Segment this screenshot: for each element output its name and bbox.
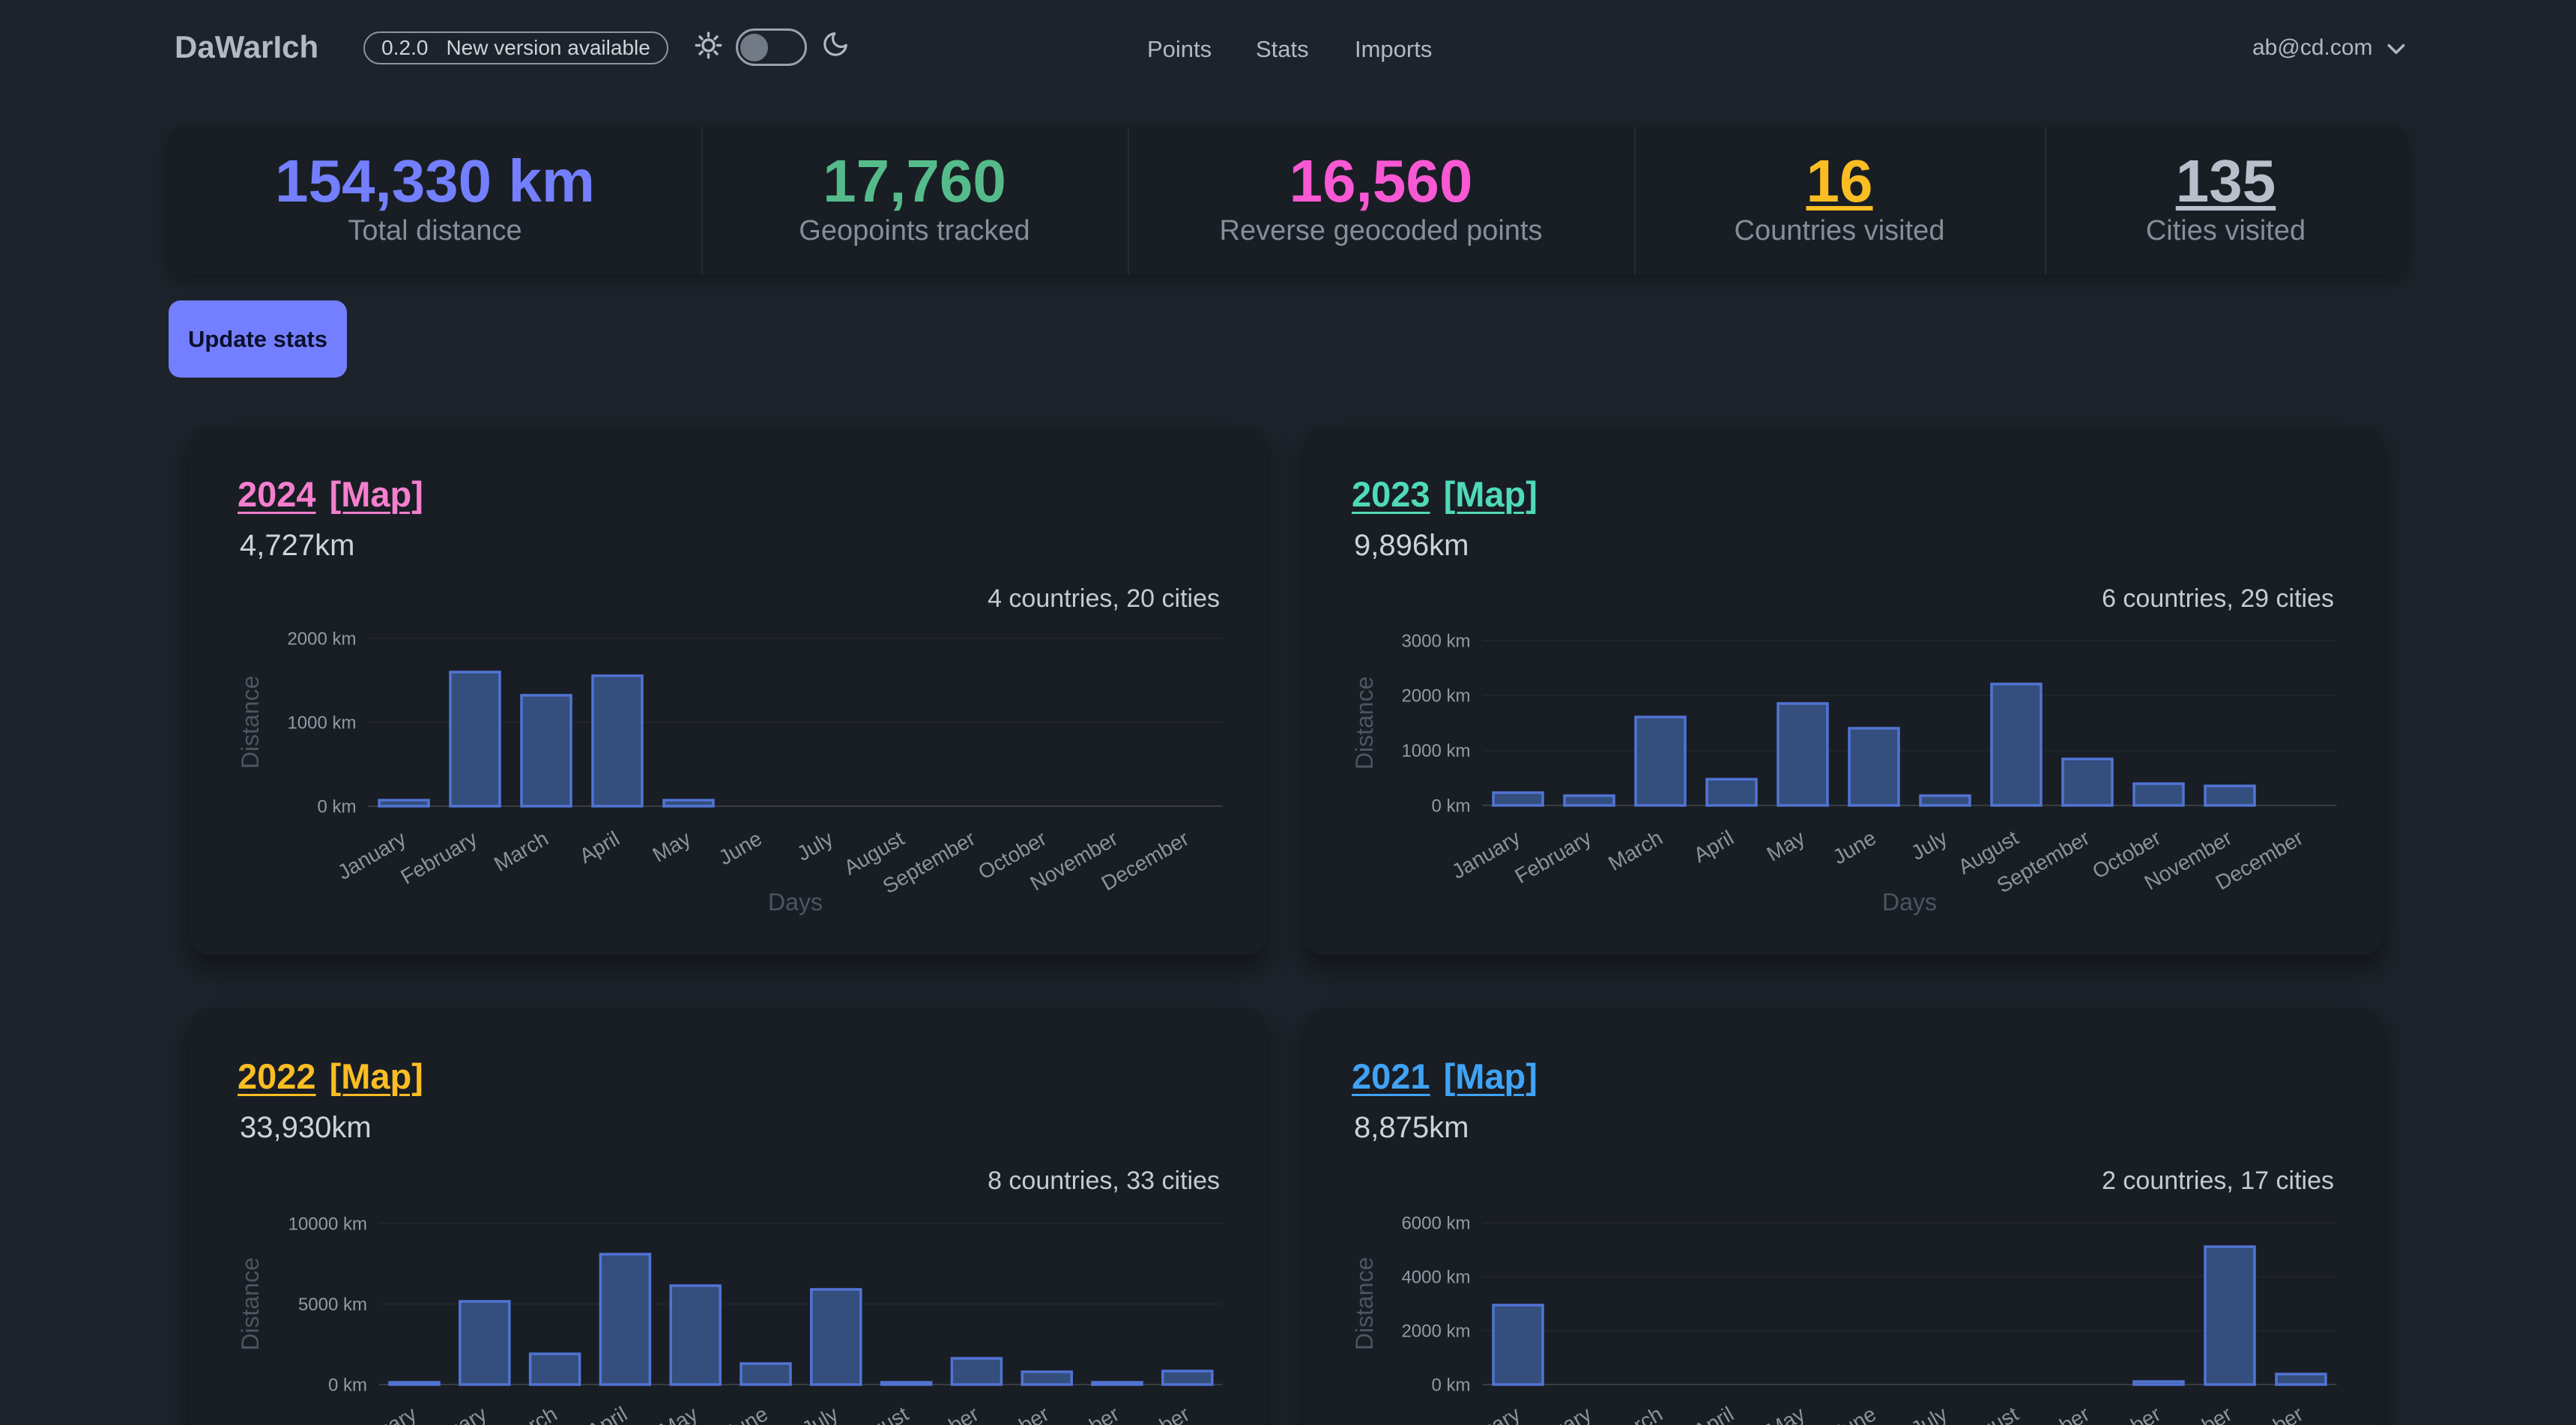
- svg-text:March: March: [1604, 826, 1666, 875]
- svg-text:June: June: [1829, 1402, 1880, 1425]
- svg-text:April: April: [575, 826, 623, 868]
- svg-text:4000 km: 4000 km: [1401, 1267, 1470, 1287]
- svg-text:March: March: [499, 1402, 561, 1425]
- svg-text:Days: Days: [1882, 889, 1937, 916]
- svg-text:Days: Days: [768, 889, 823, 916]
- svg-text:June: June: [1829, 826, 1880, 868]
- svg-text:2000 km: 2000 km: [287, 629, 356, 649]
- svg-text:0 km: 0 km: [328, 1375, 367, 1395]
- svg-text:April: April: [1690, 1402, 1738, 1425]
- svg-text:10000 km: 10000 km: [288, 1214, 367, 1234]
- svg-text:March: March: [490, 826, 552, 876]
- svg-text:January: January: [344, 1402, 420, 1425]
- svg-text:August: August: [1954, 1402, 2022, 1425]
- svg-text:5000 km: 5000 km: [298, 1295, 367, 1315]
- svg-text:May: May: [1763, 826, 1809, 865]
- svg-text:3000 km: 3000 km: [1401, 631, 1470, 651]
- svg-text:May: May: [1763, 1402, 1809, 1425]
- svg-text:Distance: Distance: [1351, 677, 1378, 770]
- svg-text:1000 km: 1000 km: [1401, 741, 1470, 761]
- svg-text:July: July: [1907, 1402, 1951, 1425]
- svg-text:October: October: [976, 1402, 1053, 1425]
- svg-text:July: July: [798, 1402, 842, 1425]
- svg-text:April: April: [1690, 826, 1738, 867]
- svg-text:2000 km: 2000 km: [1401, 686, 1470, 707]
- svg-text:January: January: [1448, 826, 1524, 883]
- svg-text:August: August: [844, 1402, 913, 1425]
- svg-text:May: May: [656, 1402, 701, 1425]
- svg-text:Distance: Distance: [237, 676, 264, 769]
- svg-text:0 km: 0 km: [1431, 1375, 1470, 1395]
- svg-text:2000 km: 2000 km: [1401, 1321, 1470, 1341]
- svg-text:0 km: 0 km: [1431, 796, 1470, 816]
- svg-text:6000 km: 6000 km: [1401, 1213, 1470, 1233]
- svg-text:January: January: [333, 826, 410, 884]
- svg-text:1000 km: 1000 km: [287, 712, 356, 733]
- svg-text:May: May: [649, 826, 695, 866]
- svg-text:March: March: [1604, 1402, 1666, 1425]
- svg-text:June: June: [715, 826, 766, 869]
- svg-text:June: June: [721, 1402, 772, 1425]
- svg-text:Distance: Distance: [237, 1257, 264, 1351]
- svg-text:0 km: 0 km: [317, 796, 356, 817]
- svg-text:February: February: [396, 826, 481, 889]
- svg-text:April: April: [583, 1402, 631, 1425]
- svg-text:Distance: Distance: [1351, 1257, 1378, 1351]
- svg-text:February: February: [1511, 826, 1595, 888]
- svg-text:July: July: [1907, 826, 1951, 865]
- svg-text:October: October: [2088, 1402, 2165, 1425]
- svg-text:July: July: [793, 826, 837, 865]
- svg-text:January: January: [1448, 1402, 1524, 1425]
